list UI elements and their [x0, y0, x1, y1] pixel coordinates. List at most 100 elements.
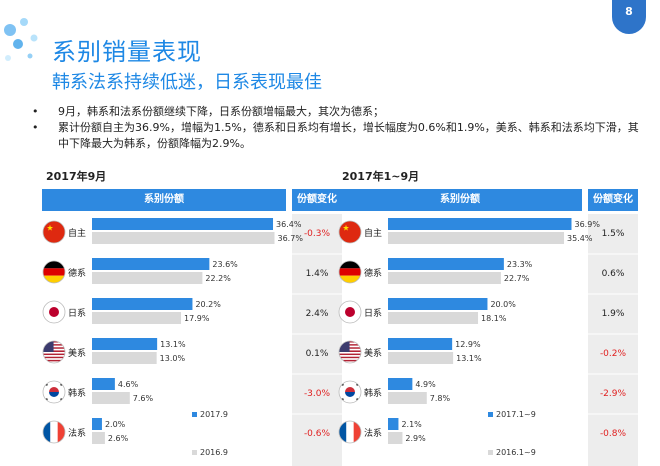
flag-stripe [43, 348, 65, 351]
data-label-current: 36.9% [575, 220, 601, 229]
change-value: 0.6% [602, 269, 625, 279]
bar-current [92, 298, 193, 310]
flag-border [42, 300, 66, 324]
category-label: 自主 [364, 227, 382, 239]
flag-border [42, 380, 66, 404]
bar-chart-cumulative: 自主 36.9% 35.4% 1.5% 德系 23.3% 22.7% 0.6% 日系 20.0% 1… [338, 218, 638, 457]
flag-stripe [339, 361, 361, 363]
flag-stripe [43, 344, 65, 346]
data-label-current: 20.2% [195, 300, 221, 309]
legend-label-previous: 2016.1~9 [496, 448, 536, 457]
legend-label-current: 2017.9 [200, 410, 228, 419]
flag-canton [43, 341, 54, 352]
legend-label-current: 2017.1~9 [496, 410, 536, 419]
change-value: -0.2% [600, 349, 627, 359]
change-value: -0.3% [304, 229, 331, 239]
flag-border [338, 220, 362, 244]
bar-current [92, 258, 210, 270]
data-label-previous: 17.9% [184, 314, 210, 323]
flag-stripe [43, 361, 65, 363]
page-subtitle: 韩系法系持续低迷，日系表现最佳 [52, 72, 322, 93]
data-label-current: 23.3% [507, 260, 533, 269]
flag-stripe [43, 355, 65, 357]
data-label-current: 2.0% [105, 420, 126, 429]
bar-previous [92, 392, 130, 404]
category-label: 韩系 [68, 387, 86, 399]
category-label: 美系 [68, 347, 86, 359]
data-label-current: 36.4% [276, 220, 302, 229]
category-label: 自主 [68, 227, 86, 239]
flag-sun [49, 307, 59, 317]
data-label-previous: 36.7% [278, 234, 304, 243]
flag-stripe [43, 356, 65, 359]
column-header-change: 份额变化 [588, 189, 638, 211]
bar-chart-monthly: 自主 36.4% 36.7% -0.3% 德系 23.6% 22.2% 1.4% 日系 20.2%… [42, 218, 342, 457]
change-value: 2.4% [306, 309, 329, 319]
data-label-current: 4.6% [118, 380, 139, 389]
data-label-current: 12.9% [455, 340, 481, 349]
flag-star [342, 224, 350, 231]
flag-border [42, 420, 66, 444]
bar-previous [92, 352, 157, 364]
flag-stripe [339, 421, 347, 443]
flag-stripe [43, 421, 51, 443]
korea-flag-icon [339, 381, 361, 403]
flag-stripe [339, 345, 361, 348]
data-label-previous: 35.4% [567, 234, 593, 243]
flag-border [42, 340, 66, 364]
bar-current [388, 338, 453, 350]
data-label-previous: 13.1% [456, 354, 482, 363]
change-value: -3.0% [304, 389, 331, 399]
change-value: 0.1% [306, 349, 329, 359]
data-label-previous: 22.7% [504, 274, 530, 283]
china-flag-icon [339, 221, 361, 243]
flag-taeguk [345, 392, 355, 397]
flag-stripe [43, 261, 65, 269]
flag-stripe [339, 356, 361, 359]
category-label: 美系 [364, 347, 382, 359]
page-title: 系别销量表现 [52, 38, 202, 66]
flag-stripe [339, 344, 361, 346]
flag-border [338, 300, 362, 324]
category-label: 德系 [364, 267, 382, 279]
category-label: 法系 [364, 427, 382, 439]
change-column [292, 214, 342, 466]
flag-stripe [43, 352, 65, 354]
bar-previous [92, 272, 203, 284]
data-label-previous: 2.9% [405, 434, 426, 443]
column-header-share: 系别份额 [338, 189, 582, 211]
category-label: 日系 [364, 308, 382, 319]
flag-stripe [43, 342, 65, 345]
flag-stripe [43, 358, 65, 360]
flag-stripe [339, 341, 361, 343]
bar-previous [92, 232, 275, 244]
bar-current [388, 258, 504, 270]
flag-stripe [43, 359, 65, 362]
flag-stripe [339, 352, 361, 354]
data-label-current: 20.0% [490, 300, 516, 309]
bar-previous [92, 432, 105, 444]
france-flag-icon [43, 421, 65, 443]
flag-stripe [339, 353, 361, 356]
data-label-previous: 2.6% [108, 434, 129, 443]
flag-border [42, 220, 66, 244]
legend-swatch-current [488, 412, 493, 417]
data-label-previous: 18.1% [481, 314, 507, 323]
flag-stripe [339, 261, 361, 269]
legend-swatch-previous [192, 450, 197, 455]
flag-stripe [339, 355, 361, 357]
data-label-current: 23.6% [212, 260, 238, 269]
column-header-change: 份额变化 [292, 189, 342, 211]
flag-stripe [339, 348, 361, 351]
chart-title: 2017年1~9月 [342, 170, 420, 183]
flag-stripe [43, 350, 65, 352]
flag-stripe [353, 421, 361, 443]
flag-star [46, 224, 54, 231]
flag-border [42, 260, 66, 284]
flag-canton [339, 341, 350, 352]
flag-stripe [43, 347, 65, 349]
bar-previous [388, 432, 403, 444]
change-value: 1.5% [602, 229, 625, 239]
usa-flag-icon [43, 341, 65, 363]
flag-stripe [339, 342, 361, 345]
